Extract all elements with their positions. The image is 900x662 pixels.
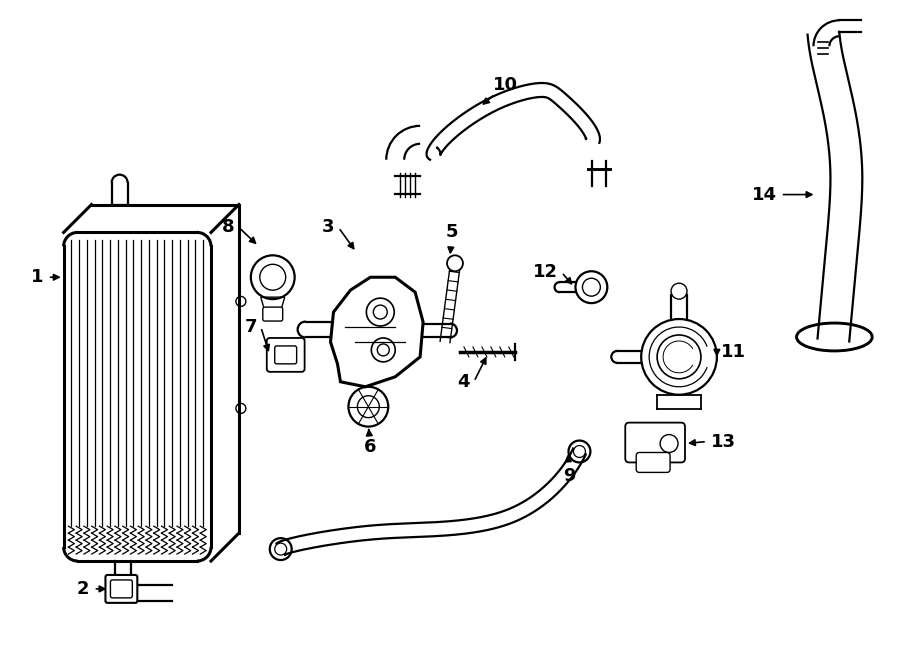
Text: 12: 12 — [533, 263, 557, 281]
Text: 13: 13 — [711, 432, 736, 451]
FancyBboxPatch shape — [274, 346, 297, 364]
Text: 10: 10 — [493, 76, 518, 94]
Text: 3: 3 — [322, 218, 335, 236]
Text: 5: 5 — [446, 223, 458, 242]
FancyBboxPatch shape — [626, 422, 685, 463]
Text: 8: 8 — [222, 218, 235, 236]
Text: 11: 11 — [721, 343, 746, 361]
Text: 14: 14 — [752, 185, 777, 204]
Text: 7: 7 — [244, 318, 256, 336]
Text: 4: 4 — [457, 373, 470, 391]
FancyBboxPatch shape — [105, 575, 138, 603]
FancyBboxPatch shape — [111, 580, 132, 598]
Circle shape — [447, 256, 463, 271]
Text: 6: 6 — [364, 438, 376, 455]
Text: 9: 9 — [563, 467, 576, 485]
Text: 2: 2 — [77, 580, 89, 598]
FancyBboxPatch shape — [636, 453, 670, 473]
FancyBboxPatch shape — [263, 307, 283, 321]
Text: 1: 1 — [32, 268, 44, 286]
FancyBboxPatch shape — [266, 338, 304, 372]
